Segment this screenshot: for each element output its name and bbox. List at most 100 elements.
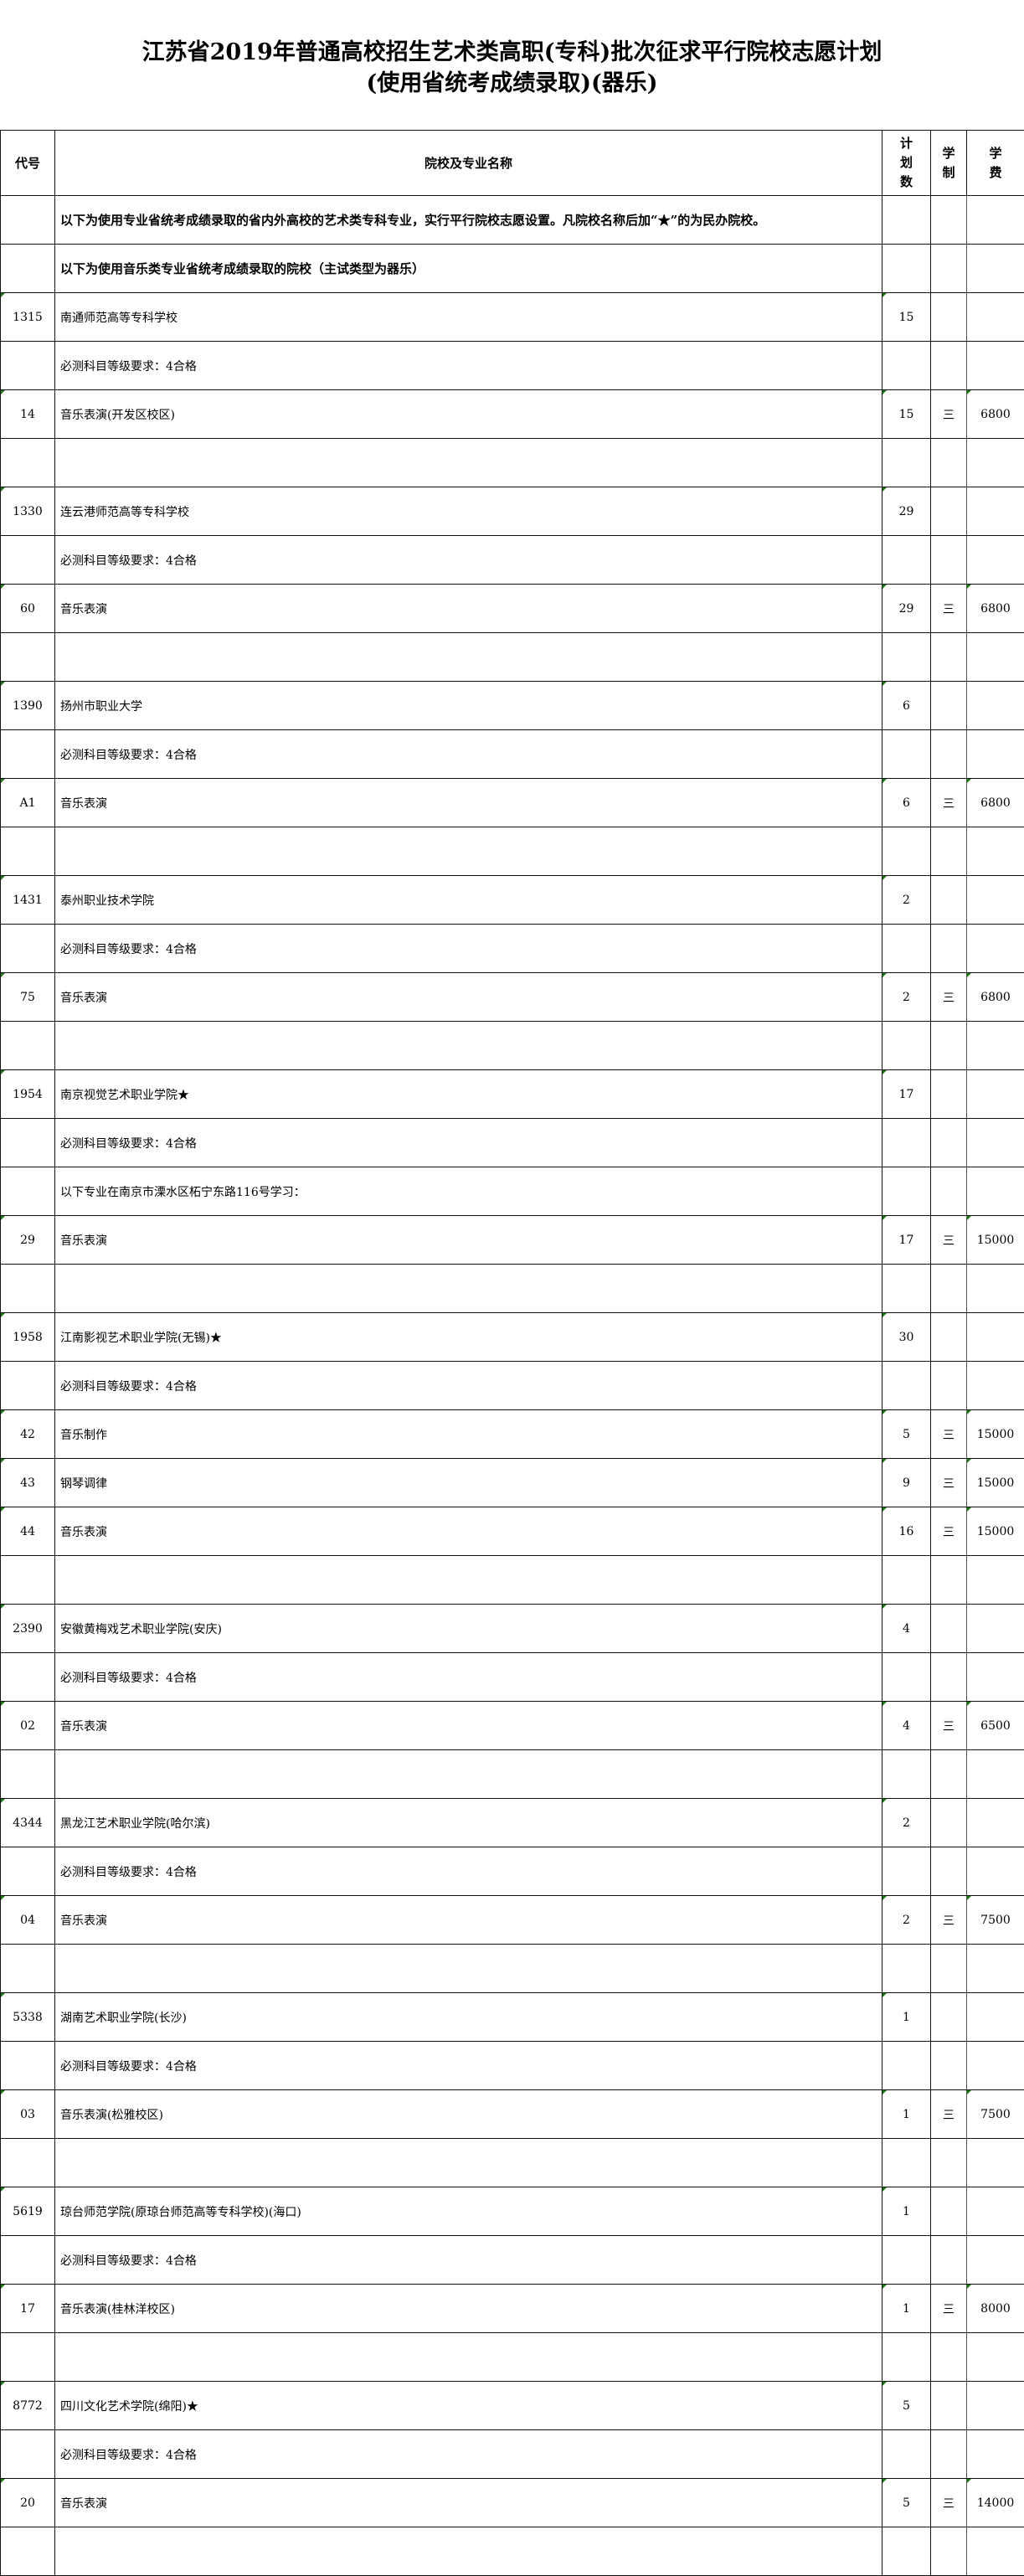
cell-fee [966, 1361, 1024, 1410]
text-number-marker [967, 2285, 971, 2289]
cell-name: 必测科目等级要求：4合格 [54, 2041, 882, 2090]
cell-name: 南通师范高等专科学校 [54, 292, 882, 342]
cell-code: 1315 [0, 292, 55, 342]
cell-length [930, 341, 967, 390]
cell-code: 14 [0, 389, 55, 439]
cell-length [930, 292, 967, 342]
cell-code: 1330 [0, 487, 55, 536]
table-row: 必测科目等级要求：4合格 [0, 1652, 1024, 1702]
table-row: 1431 泰州职业技术学院 2 [0, 875, 1024, 925]
header-name: 院校及专业名称 [54, 130, 882, 196]
table-row: 02 音乐表演 4 三 6500 [0, 1701, 1024, 1750]
text-number-marker [882, 1459, 887, 1463]
table-row: 必测科目等级要求：4合格 [0, 1361, 1024, 1410]
cell-fee [966, 1944, 1024, 1993]
cell-fee: 15000 [966, 1458, 1024, 1507]
text-number-marker [967, 2090, 971, 2094]
cell-plan [882, 1749, 931, 1799]
text-number-marker [882, 1070, 887, 1074]
table-row: 17 音乐表演(桂林洋校区) 1 三 8000 [0, 2284, 1024, 2333]
cell-plan [882, 2527, 931, 2576]
cell-code [0, 1264, 55, 1313]
cell-name [54, 1021, 882, 1070]
cell-name: 黑龙江艺术职业学院(哈尔滨) [54, 1798, 882, 1847]
cell-fee [966, 2381, 1024, 2430]
cell-length [930, 535, 967, 585]
cell-plan: 9 [882, 1458, 931, 1507]
table-row: 20 音乐表演 5 三 14000 [0, 2478, 1024, 2527]
cell-code: 43 [0, 1458, 55, 1507]
cell-plan: 15 [882, 389, 931, 439]
cell-code [0, 924, 55, 973]
cell-name [54, 827, 882, 876]
cell-name: 必测科目等级要求：4合格 [54, 535, 882, 585]
cell-plan: 17 [882, 1069, 931, 1119]
cell-code: 02 [0, 1701, 55, 1750]
cell-code: 42 [0, 1409, 55, 1459]
cell-fee [966, 827, 1024, 876]
cell-fee [966, 2041, 1024, 2090]
cell-length [930, 2235, 967, 2285]
cell-fee [966, 1312, 1024, 1362]
cell-code [0, 1021, 55, 1070]
cell-fee [966, 2527, 1024, 2576]
cell-fee: 15000 [966, 1507, 1024, 1556]
cell-plan [882, 195, 931, 245]
cell-name: 音乐表演 [54, 1215, 882, 1265]
cell-name: 音乐表演 [54, 1895, 882, 1945]
table-row [0, 632, 1024, 682]
cell-code: 5619 [0, 2187, 55, 2236]
cell-length [930, 2187, 967, 2236]
text-number-marker [1, 390, 5, 394]
cell-fee [966, 2138, 1024, 2187]
cell-name: 以下为使用专业省统考成绩录取的省内外高校的艺术类专科专业，实行平行院校志愿设置。… [54, 195, 882, 245]
text-number-marker [967, 1216, 971, 1220]
cell-length [930, 924, 967, 973]
cell-code: 17 [0, 2284, 55, 2333]
cell-length [930, 1992, 967, 2042]
cell-code [0, 1652, 55, 1702]
header-plan-label: 计划数 [899, 136, 913, 189]
cell-fee [966, 195, 1024, 245]
cell-length: 三 [930, 1215, 967, 1265]
cell-plan: 29 [882, 584, 931, 633]
cell-fee: 15000 [966, 1215, 1024, 1265]
cell-length: 三 [930, 778, 967, 827]
cell-code [0, 1118, 55, 1167]
cell-plan: 4 [882, 1701, 931, 1750]
header-code: 代号 [0, 130, 55, 196]
text-number-marker [882, 1313, 887, 1317]
cell-name [54, 632, 882, 682]
cell-plan [882, 1555, 931, 1605]
text-number-marker [1, 2285, 5, 2289]
cell-fee [966, 2187, 1024, 2236]
cell-fee [966, 1069, 1024, 1119]
cell-code: A1 [0, 778, 55, 827]
cell-plan [882, 827, 931, 876]
cell-name: 江南影视艺术职业学院(无锡)★ [54, 1312, 882, 1362]
table-row [0, 1264, 1024, 1313]
text-number-marker [882, 2382, 887, 2386]
cell-length [930, 195, 967, 245]
cell-plan: 2 [882, 1895, 931, 1945]
cell-name: 音乐表演(桂林洋校区) [54, 2284, 882, 2333]
cell-plan [882, 1264, 931, 1313]
cell-name: 连云港师范高等专科学校 [54, 487, 882, 536]
cell-code: 1431 [0, 875, 55, 925]
cell-length: 三 [930, 1701, 967, 1750]
table-row: 29 音乐表演 17 三 15000 [0, 1215, 1024, 1265]
cell-code: 2390 [0, 1604, 55, 1653]
text-number-marker [1, 585, 5, 589]
text-number-marker [882, 2479, 887, 2483]
cell-plan [882, 2138, 931, 2187]
cell-code [0, 827, 55, 876]
table-row: 14 音乐表演(开发区校区) 15 三 6800 [0, 389, 1024, 439]
cell-length [930, 1312, 967, 1362]
header-row: 代号 院校及专业名称 计划数 学制 学费 [0, 130, 1024, 196]
cell-plan [882, 1167, 931, 1216]
table-row: 8772 四川文化艺术学院(绵阳)★ 5 [0, 2381, 1024, 2430]
cell-code [0, 2332, 55, 2382]
table-row: 75 音乐表演 2 三 6800 [0, 972, 1024, 1022]
cell-fee [966, 438, 1024, 487]
cell-plan: 6 [882, 778, 931, 827]
